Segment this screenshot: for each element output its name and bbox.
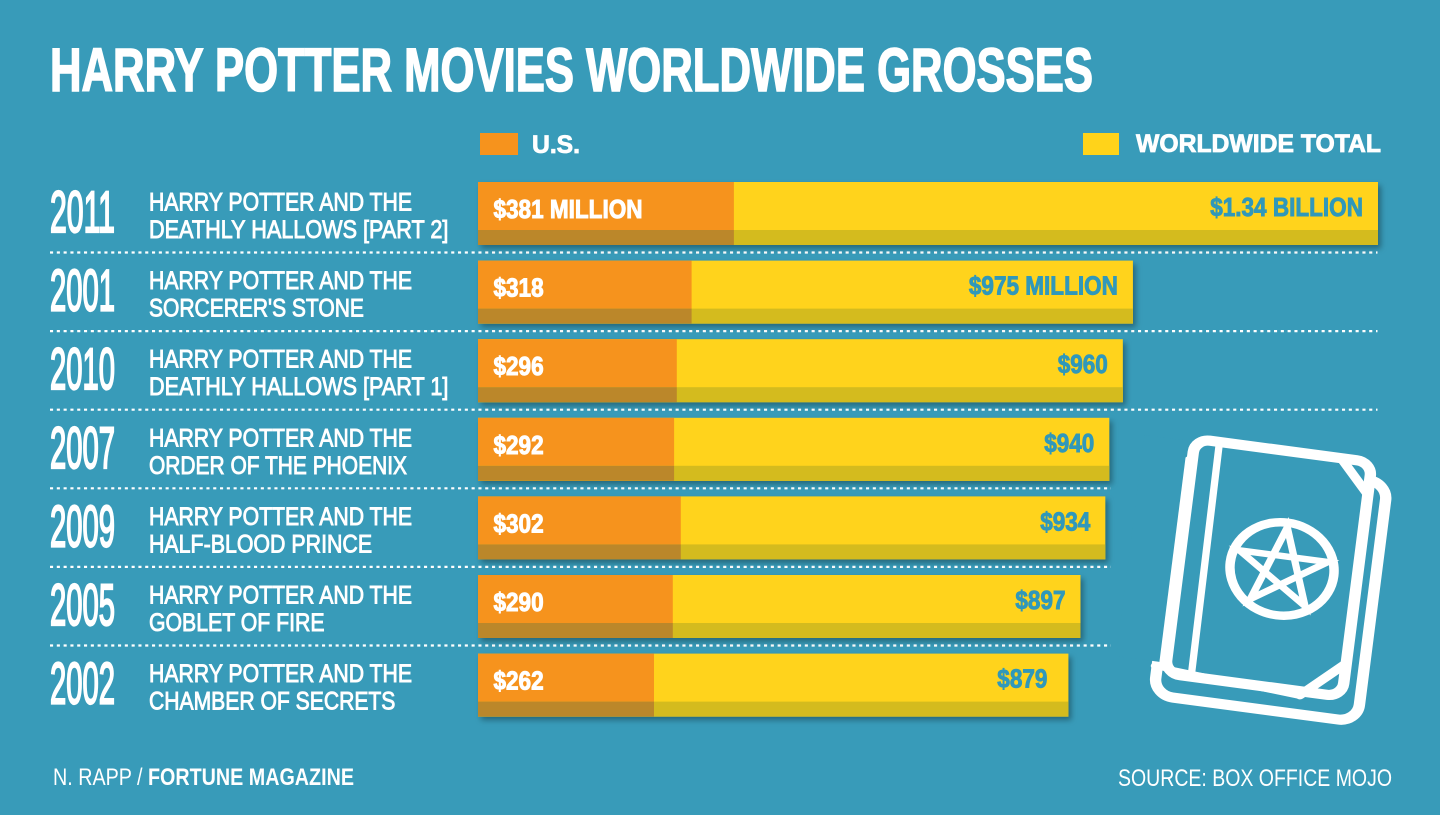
svg-text:$897: $897 (1015, 585, 1065, 615)
svg-text:$302: $302 (494, 508, 544, 538)
svg-text:$934: $934 (1040, 506, 1091, 536)
svg-text:$381 MILLION: $381 MILLION (494, 194, 643, 224)
svg-text:ORDER OF THE PHOENIX: ORDER OF THE PHOENIX (149, 452, 407, 480)
svg-text:HARRY POTTER AND THE: HARRY POTTER AND THE (149, 267, 412, 295)
svg-text:CHAMBER OF SECRETS: CHAMBER OF SECRETS (149, 688, 395, 716)
svg-text:$262: $262 (494, 666, 544, 696)
svg-text:2011: 2011 (50, 180, 115, 245)
svg-text:WORLDWIDE TOTAL: WORLDWIDE TOTAL (1136, 130, 1381, 158)
svg-text:HARRY POTTER MOVIES WORLDWIDE: HARRY POTTER MOVIES WORLDWIDE GROSSES (50, 36, 1093, 104)
svg-text:GOBLET OF FIRE: GOBLET OF FIRE (149, 609, 325, 637)
svg-text:$879: $879 (997, 664, 1047, 694)
svg-text:DEATHLY HALLOWS [PART 1]: DEATHLY HALLOWS [PART 1] (149, 373, 448, 401)
svg-text:2001: 2001 (50, 259, 115, 324)
svg-text:$318: $318 (494, 273, 544, 303)
svg-text:HARRY POTTER AND THE: HARRY POTTER AND THE (149, 189, 412, 217)
svg-text:2002: 2002 (50, 652, 115, 717)
svg-text:2005: 2005 (50, 573, 115, 638)
svg-text:$290: $290 (494, 587, 544, 617)
svg-text:U.S.: U.S. (532, 131, 580, 159)
svg-text:HARRY POTTER AND THE: HARRY POTTER AND THE (149, 582, 412, 610)
svg-text:$292: $292 (494, 430, 544, 460)
svg-text:DEATHLY HALLOWS [PART 2]: DEATHLY HALLOWS [PART 2] (149, 216, 448, 244)
svg-text:2009: 2009 (50, 494, 115, 559)
svg-text:HARRY POTTER AND THE: HARRY POTTER AND THE (149, 346, 412, 374)
svg-text:N. RAPP / FORTUNE MAGAZINE: N. RAPP / FORTUNE MAGAZINE (53, 764, 354, 791)
svg-text:$296: $296 (494, 351, 544, 381)
svg-text:$940: $940 (1044, 428, 1094, 458)
svg-text:$960: $960 (1058, 349, 1108, 379)
svg-text:HARRY POTTER AND THE: HARRY POTTER AND THE (149, 660, 412, 688)
svg-text:SOURCE: BOX OFFICE MOJO: SOURCE: BOX OFFICE MOJO (1118, 765, 1392, 792)
svg-text:2007: 2007 (50, 416, 115, 481)
svg-text:$975 MILLION: $975 MILLION (969, 271, 1118, 301)
svg-text:HARRY POTTER AND THE: HARRY POTTER AND THE (149, 424, 412, 452)
svg-text:HARRY POTTER AND THE: HARRY POTTER AND THE (149, 503, 412, 531)
svg-text:HALF-BLOOD PRINCE: HALF-BLOOD PRINCE (149, 530, 372, 558)
svg-text:$1.34 BILLION: $1.34 BILLION (1210, 192, 1363, 222)
svg-text:2010: 2010 (50, 337, 115, 402)
svg-text:SORCERER'S STONE: SORCERER'S STONE (149, 295, 364, 323)
